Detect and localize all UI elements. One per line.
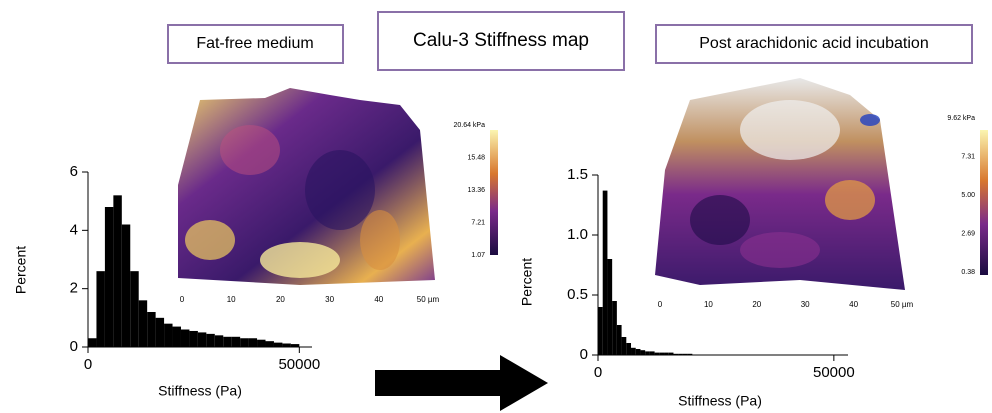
map-axis-label: 40 bbox=[849, 300, 858, 309]
map-axis-label: 20 bbox=[276, 295, 285, 304]
colorbar-label: 0.38 bbox=[961, 269, 975, 276]
label-box bbox=[655, 24, 973, 64]
bar bbox=[172, 326, 181, 347]
bar bbox=[649, 351, 655, 355]
bar bbox=[147, 312, 156, 347]
y-tick-label: 1.0 bbox=[567, 226, 588, 243]
y-tick-label: 0.5 bbox=[567, 286, 588, 303]
bar bbox=[612, 301, 617, 355]
colorbar bbox=[980, 130, 988, 275]
bar bbox=[130, 271, 139, 347]
bar bbox=[659, 352, 665, 355]
bar bbox=[180, 329, 190, 347]
map-axis-label: 0 bbox=[658, 300, 663, 309]
map-axis-label: 50 µm bbox=[891, 300, 914, 309]
bar bbox=[257, 339, 266, 347]
bar bbox=[138, 300, 148, 347]
bar bbox=[88, 338, 97, 347]
x-tick-label: 50000 bbox=[813, 364, 855, 381]
colorbar-label: 1.07 bbox=[471, 252, 485, 259]
bar bbox=[248, 338, 258, 347]
stiffness-map bbox=[178, 88, 435, 285]
bar bbox=[640, 350, 646, 355]
y-tick-label: 2 bbox=[70, 280, 78, 297]
map-axis-label: 30 bbox=[801, 300, 810, 309]
x-axis-label: Stiffness (Pa) bbox=[678, 393, 762, 409]
bar bbox=[231, 336, 241, 347]
label-box bbox=[167, 24, 344, 64]
y-axis-label: Percent bbox=[519, 258, 535, 306]
bar bbox=[654, 352, 660, 355]
x-tick-label: 0 bbox=[84, 356, 92, 373]
bar bbox=[635, 349, 641, 355]
bar bbox=[113, 195, 122, 347]
y-tick-label: 0 bbox=[70, 338, 78, 355]
y-tick-label: 0 bbox=[580, 346, 588, 363]
map-axis-label: 20 bbox=[752, 300, 761, 309]
panel-title: Post arachidonic acid incubation bbox=[699, 35, 928, 52]
bar bbox=[687, 353, 693, 355]
map-axis-label: 30 bbox=[325, 295, 334, 304]
colorbar bbox=[490, 130, 498, 255]
bar bbox=[602, 190, 608, 355]
map-axis-label: 40 bbox=[374, 295, 383, 304]
bar bbox=[645, 351, 650, 355]
colorbar-label: 7.31 bbox=[961, 153, 975, 160]
colorbar-label: 5.00 bbox=[961, 192, 975, 199]
x-tick-label: 50000 bbox=[278, 356, 320, 373]
bar bbox=[104, 207, 114, 347]
stiffness-map bbox=[655, 78, 905, 290]
bar bbox=[282, 343, 291, 347]
colorbar-label: 15.48 bbox=[467, 154, 485, 161]
title-box bbox=[377, 11, 625, 71]
bar bbox=[96, 271, 105, 347]
bar bbox=[155, 317, 165, 347]
y-axis-label: Percent bbox=[13, 246, 29, 294]
bar bbox=[273, 342, 283, 347]
bar bbox=[678, 353, 683, 355]
map-axis-label: 10 bbox=[704, 300, 713, 309]
y-tick-label: 1.5 bbox=[567, 166, 588, 183]
bar bbox=[673, 353, 679, 355]
bar bbox=[121, 224, 131, 347]
figure-title: Calu-3 Stiffness map bbox=[413, 30, 589, 51]
map-axis-label: 50 µm bbox=[417, 295, 440, 304]
map-axis-label: 0 bbox=[180, 295, 185, 304]
bar bbox=[668, 352, 674, 355]
colorbar-label: 9.62 kPa bbox=[947, 115, 975, 122]
colorbar-label: 13.36 bbox=[467, 187, 485, 194]
bar bbox=[631, 347, 636, 355]
panel-title: Fat-free medium bbox=[196, 35, 313, 52]
bar bbox=[616, 325, 622, 355]
bar bbox=[626, 343, 632, 355]
bar bbox=[598, 307, 603, 355]
bar bbox=[206, 333, 215, 347]
bar bbox=[290, 344, 300, 347]
bar bbox=[240, 338, 249, 347]
bar bbox=[607, 259, 613, 355]
bar bbox=[164, 323, 173, 347]
bar bbox=[214, 335, 224, 347]
map-axis-label: 10 bbox=[227, 295, 236, 304]
y-tick-label: 4 bbox=[70, 221, 78, 238]
colorbar-label: 7.21 bbox=[471, 219, 485, 226]
y-tick-label: 6 bbox=[70, 163, 78, 180]
x-axis-label: Stiffness (Pa) bbox=[158, 383, 242, 399]
bar bbox=[664, 352, 669, 355]
bar bbox=[189, 330, 198, 347]
bar bbox=[265, 341, 274, 347]
bar bbox=[682, 353, 688, 355]
colorbar-label: 20.64 kPa bbox=[453, 122, 485, 129]
bar bbox=[621, 337, 627, 355]
bar bbox=[197, 332, 207, 347]
bar bbox=[223, 336, 232, 347]
x-tick-label: 0 bbox=[594, 364, 602, 381]
colorbar-label: 2.69 bbox=[961, 230, 975, 237]
arrow bbox=[375, 355, 548, 411]
